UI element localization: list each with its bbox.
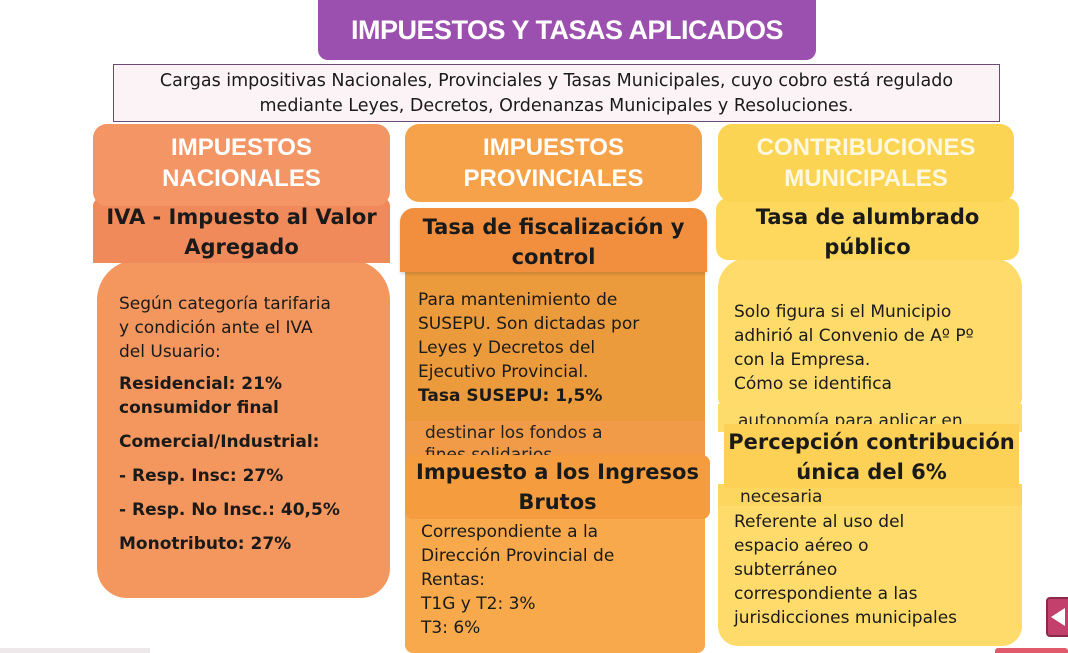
body-line: subterráneo (734, 560, 838, 580)
header-line: PROVINCIALES (463, 165, 644, 192)
nacionales-body: Según categoría tarifaria y condición an… (97, 260, 390, 598)
percepcion-subheading: Percepción contribución única del 6% (724, 424, 1019, 488)
subheading-line: control (511, 245, 596, 269)
nacionales-body-line: del Usuario: (119, 342, 221, 362)
header-line: IMPUESTOS (171, 134, 312, 161)
subheading-line: única del 6% (796, 460, 947, 484)
monotributo-rate: Monotributo: 27% (119, 534, 292, 554)
subheading-line: Percepción contribución (728, 430, 1015, 454)
body-line: T1G y T2: 3% (421, 594, 536, 614)
fiscalizacion-body: Para mantenimiento de SUSEPU. Son dictad… (405, 266, 705, 421)
body-line: Dirección Provincial de (421, 546, 615, 566)
page-title: IMPUESTOS Y TASAS APLICADOS (318, 0, 816, 60)
obscured-line: necesaria (740, 487, 823, 506)
body-line: T3: 6% (421, 618, 481, 638)
ingresos-brutos-body: Correspondiente a la Dirección Provincia… (405, 512, 705, 653)
corner-decoration (995, 648, 1068, 653)
obscured-line: destinar los fondos a (425, 423, 603, 443)
resp-no-insc-rate: - Resp. No Insc.: 40,5% (119, 500, 340, 520)
triangle-left-icon (1051, 608, 1065, 626)
subheading-line: IVA - Impuesto al Valor (106, 205, 377, 229)
fiscalizacion-subheading: Tasa de fiscalización y control (400, 208, 707, 272)
comercial-label: Comercial/Industrial: (119, 432, 320, 452)
body-line: con la Empresa. (734, 350, 871, 370)
residencial-rate: Residencial: 21% (119, 374, 282, 394)
body-line: Referente al uso del (734, 512, 905, 532)
body-line: correspondiente a las (734, 584, 918, 604)
header-line: CONTRIBUCIONES (756, 134, 976, 161)
header-line: IMPUESTOS (483, 134, 624, 161)
susepu-rate: Tasa SUSEPU: 1,5% (418, 386, 603, 406)
body-line: adhirió al Convenio de Aº Pº (734, 326, 974, 346)
subheading-line: Impuesto a los Ingresos (416, 460, 699, 484)
percepcion-body: Referente al uso del espacio aéreo o sub… (718, 504, 1022, 646)
body-line: espacio aéreo o (734, 536, 869, 556)
header-line: NACIONALES (162, 165, 321, 192)
intro-line-2: mediante Leyes, Decretos, Ordenanzas Mun… (259, 96, 854, 116)
ingresos-brutos-subheading: Impuesto a los Ingresos Brutos (405, 455, 710, 519)
intro-line-1: Cargas impositivas Nacionales, Provincia… (159, 71, 954, 91)
body-line: Solo figura si el Municipio (734, 302, 952, 322)
subheading-line: Agregado (184, 235, 299, 259)
resp-insc-rate: - Resp. Insc: 27% (119, 466, 284, 486)
header-line: MUNICIPALES (784, 165, 948, 192)
subheading-line: Tasa de alumbrado (755, 205, 980, 229)
nacionales-subheading: IVA - Impuesto al Valor Agregado (93, 198, 390, 263)
subheading-line: Brutos (518, 490, 597, 514)
provinciales-header: IMPUESTOS PROVINCIALES (405, 124, 702, 202)
body-line: Rentas: (421, 570, 485, 590)
body-line: Para mantenimiento de (418, 290, 618, 310)
body-line: Ejecutivo Provincial. (418, 362, 589, 382)
previous-slide-button[interactable] (1046, 597, 1068, 637)
municipales-header: CONTRIBUCIONES MUNICIPALES (718, 124, 1014, 202)
residencial-sub: consumidor final (119, 398, 279, 418)
nacionales-header: IMPUESTOS NACIONALES (93, 124, 390, 206)
intro-box: Cargas impositivas Nacionales, Provincia… (113, 64, 1000, 122)
body-line: SUSEPU. Son dictadas por (418, 314, 640, 334)
subheading-line: público (824, 235, 911, 259)
bottom-divider (0, 648, 150, 653)
subheading-line: Tasa de fiscalización y (422, 215, 685, 239)
nacionales-body-line: y condición ante el IVA (119, 318, 313, 338)
alumbrado-body: Solo figura si el Municipio adhirió al C… (718, 258, 1022, 408)
body-line: jurisdicciones municipales (734, 608, 958, 628)
body-line: Cómo se identifica (734, 374, 892, 394)
nacionales-body-line: Según categoría tarifaria (119, 294, 331, 314)
obscured-text: necesaria (718, 484, 1022, 506)
body-line: Correspondiente a la (421, 522, 599, 542)
alumbrado-subheading: Tasa de alumbrado público (716, 198, 1019, 260)
body-line: Leyes y Decretos del (418, 338, 596, 358)
